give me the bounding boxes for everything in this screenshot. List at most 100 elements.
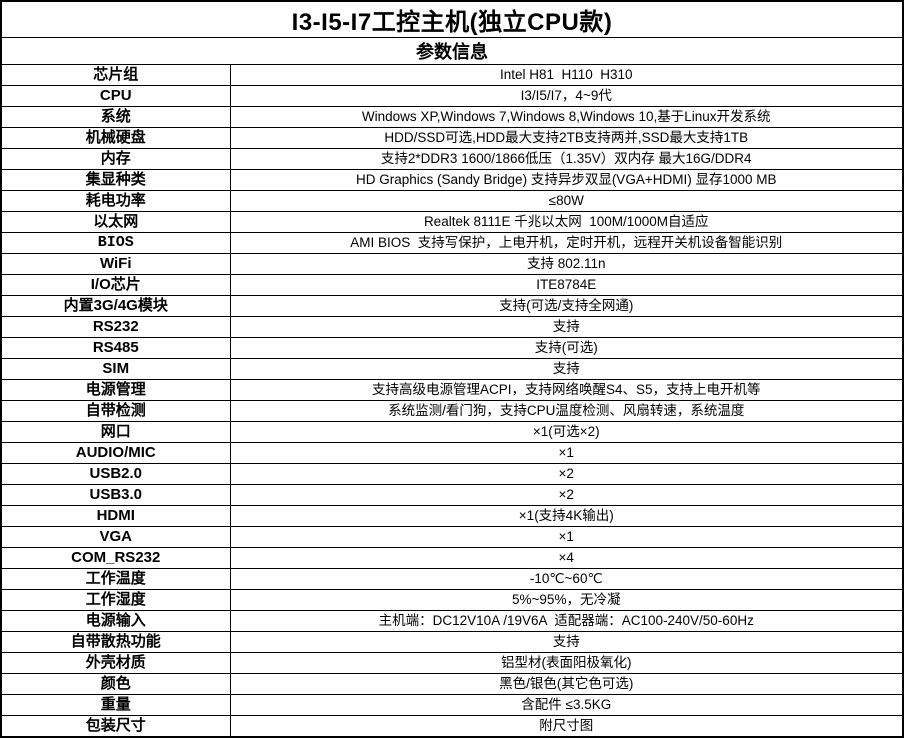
spec-row: 网口 ×1(可选×2) — [0, 421, 904, 443]
spec-value: ×1(可选×2) — [229, 421, 904, 443]
spec-label: AUDIO/MIC — [0, 442, 231, 464]
spec-label: USB2.0 — [0, 463, 231, 485]
spec-value: 主机端：DC12V10A /19V6A 适配器端：AC100-240V/50-6… — [229, 610, 904, 632]
spec-row: 以太网 Realtek 8111E 千兆以太网 100M/1000M自适应 — [0, 211, 904, 233]
spec-row: BIOS AMI BIOS 支持写保护，上电开机，定时开机，远程开关机设备智能识别 — [0, 232, 904, 254]
page-title: I3-I5-I7工控主机(独立CPU款) — [0, 0, 904, 38]
spec-value: 铝型材(表面阳极氧化) — [229, 652, 904, 674]
spec-value: 系统监测/看门狗，支持CPU温度检测、风扇转速，系统温度 — [229, 400, 904, 422]
spec-row: 耗电功率 ≤80W — [0, 190, 904, 212]
spec-row: 电源输入 主机端：DC12V10A /19V6A 适配器端：AC100-240V/… — [0, 610, 904, 632]
spec-value: 支持 — [229, 316, 904, 338]
spec-label: SIM — [0, 358, 231, 380]
spec-value: ×4 — [229, 547, 904, 569]
spec-row: CPU I3/I5/I7，4~9代 — [0, 85, 904, 107]
spec-label: 芯片组 — [0, 64, 231, 86]
spec-label: 电源管理 — [0, 379, 231, 401]
spec-label: 内置3G/4G模块 — [0, 295, 231, 317]
spec-label: 重量 — [0, 694, 231, 716]
spec-value: I3/I5/I7，4~9代 — [229, 85, 904, 107]
spec-row: VGA ×1 — [0, 526, 904, 548]
subtitle-row: 参数信息 — [0, 37, 904, 65]
spec-value: AMI BIOS 支持写保护，上电开机，定时开机，远程开关机设备智能识别 — [229, 232, 904, 254]
spec-label: 工作湿度 — [0, 589, 231, 611]
spec-value: 支持 802.11n — [229, 253, 904, 275]
spec-value: 支持(可选) — [229, 337, 904, 359]
spec-row: 颜色 黑色/银色(其它色可选) — [0, 673, 904, 695]
spec-value: -10℃~60℃ — [229, 568, 904, 590]
spec-value: ×2 — [229, 484, 904, 506]
spec-row: AUDIO/MIC ×1 — [0, 442, 904, 464]
spec-label: 包装尺寸 — [0, 715, 231, 738]
spec-label: HDMI — [0, 505, 231, 527]
spec-row: 自带散热功能 支持 — [0, 631, 904, 653]
spec-label: BIOS — [0, 232, 231, 254]
spec-label: 内存 — [0, 148, 231, 170]
spec-label: 机械硬盘 — [0, 127, 231, 149]
spec-label: 自带检测 — [0, 400, 231, 422]
spec-label: WiFi — [0, 253, 231, 275]
spec-label: USB3.0 — [0, 484, 231, 506]
spec-value: ×2 — [229, 463, 904, 485]
spec-value: Windows XP,Windows 7,Windows 8,Windows 1… — [229, 106, 904, 128]
spec-row: 电源管理 支持高级电源管理ACPI，支持网络唤醒S4、S5，支持上电开机等 — [0, 379, 904, 401]
spec-label: 系统 — [0, 106, 231, 128]
spec-label: VGA — [0, 526, 231, 548]
spec-label: I/O芯片 — [0, 274, 231, 296]
spec-label: COM_RS232 — [0, 547, 231, 569]
spec-row: 芯片组 Intel H81 H110 H310 — [0, 64, 904, 86]
spec-row: SIM 支持 — [0, 358, 904, 380]
spec-row: RS232 支持 — [0, 316, 904, 338]
spec-value: ×1 — [229, 442, 904, 464]
spec-value: 5%~95%，无冷凝 — [229, 589, 904, 611]
spec-row: 系统 Windows XP,Windows 7,Windows 8,Windows… — [0, 106, 904, 128]
spec-value: HD Graphics (Sandy Bridge) 支持异步双显(VGA+HD… — [229, 169, 904, 191]
spec-row: 自带检测 系统监测/看门狗，支持CPU温度检测、风扇转速，系统温度 — [0, 400, 904, 422]
spec-row: 工作温度 -10℃~60℃ — [0, 568, 904, 590]
spec-row: COM_RS232 ×4 — [0, 547, 904, 569]
spec-row: 外壳材质 铝型材(表面阳极氧化) — [0, 652, 904, 674]
spec-row: I/O芯片 ITE8784E — [0, 274, 904, 296]
spec-value: ×1(支持4K输出) — [229, 505, 904, 527]
spec-row: HDMI ×1(支持4K输出) — [0, 505, 904, 527]
spec-label: RS232 — [0, 316, 231, 338]
spec-row: RS485 支持(可选) — [0, 337, 904, 359]
spec-value: 含配件 ≤3.5KG — [229, 694, 904, 716]
spec-value: Intel H81 H110 H310 — [229, 64, 904, 86]
spec-label: 自带散热功能 — [0, 631, 231, 653]
title-row: I3-I5-I7工控主机(独立CPU款) — [0, 0, 904, 38]
spec-label: 网口 — [0, 421, 231, 443]
spec-value: 支持(可选/支持全网通) — [229, 295, 904, 317]
spec-value: 支持 — [229, 358, 904, 380]
spec-row: 集显种类 HD Graphics (Sandy Bridge) 支持异步双显(VG… — [0, 169, 904, 191]
spec-row: 内置3G/4G模块 支持(可选/支持全网通) — [0, 295, 904, 317]
spec-row: 工作湿度 5%~95%，无冷凝 — [0, 589, 904, 611]
spec-row: WiFi 支持 802.11n — [0, 253, 904, 275]
spec-row: USB2.0 ×2 — [0, 463, 904, 485]
spec-value: HDD/SSD可选,HDD最大支持2TB支持两并,SSD最大支持1TB — [229, 127, 904, 149]
spec-label: 颜色 — [0, 673, 231, 695]
spec-value: 支持 — [229, 631, 904, 653]
spec-value: ITE8784E — [229, 274, 904, 296]
spec-value: 附尺寸图 — [229, 715, 904, 738]
spec-value: ×1 — [229, 526, 904, 548]
spec-row: USB3.0 ×2 — [0, 484, 904, 506]
spec-label: 电源输入 — [0, 610, 231, 632]
spec-label: 外壳材质 — [0, 652, 231, 674]
spec-label: RS485 — [0, 337, 231, 359]
spec-label: 集显种类 — [0, 169, 231, 191]
spec-value: Realtek 8111E 千兆以太网 100M/1000M自适应 — [229, 211, 904, 233]
spec-label: 以太网 — [0, 211, 231, 233]
spec-value: 黑色/银色(其它色可选) — [229, 673, 904, 695]
spec-row: 包装尺寸 附尺寸图 — [0, 715, 904, 738]
section-header: 参数信息 — [0, 37, 904, 65]
spec-value: 支持2*DDR3 1600/1866低压（1.35V）双内存 最大16G/DDR… — [229, 148, 904, 170]
spec-row: 内存 支持2*DDR3 1600/1866低压（1.35V）双内存 最大16G/D… — [0, 148, 904, 170]
spec-label: 工作温度 — [0, 568, 231, 590]
spec-row: 机械硬盘 HDD/SSD可选,HDD最大支持2TB支持两并,SSD最大支持1TB — [0, 127, 904, 149]
spec-value: 支持高级电源管理ACPI，支持网络唤醒S4、S5，支持上电开机等 — [229, 379, 904, 401]
spec-label: 耗电功率 — [0, 190, 231, 212]
